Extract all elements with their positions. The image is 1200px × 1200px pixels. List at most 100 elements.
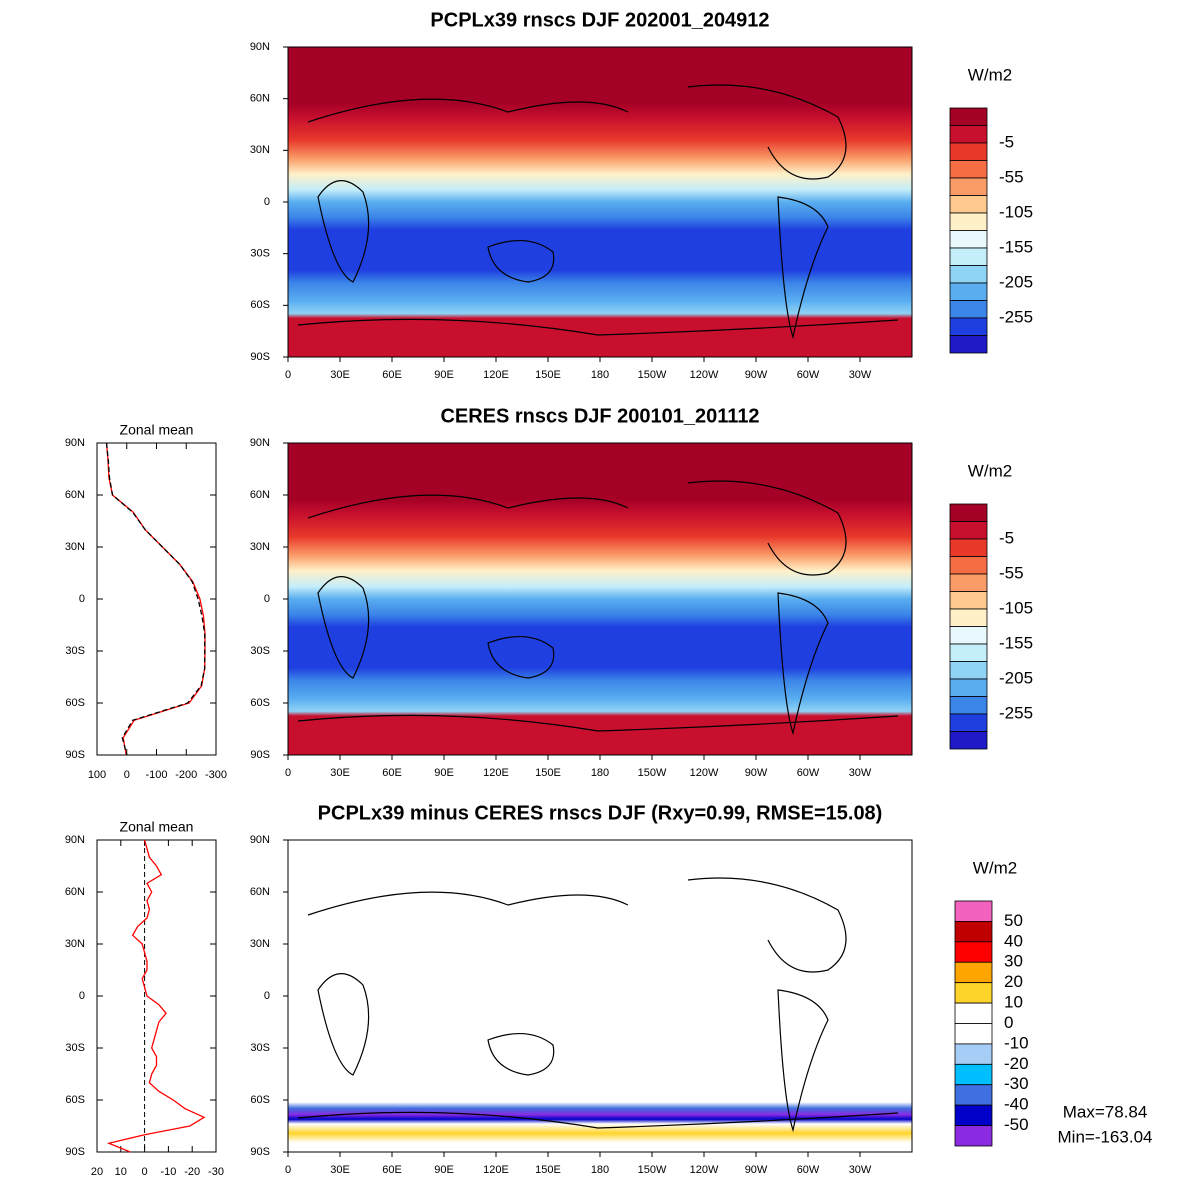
- y-tick-label: 90N: [250, 834, 270, 846]
- y-tick-label: 30N: [250, 541, 270, 553]
- y-tick-label: 60S: [250, 697, 270, 709]
- x-tick-label: -20: [184, 1166, 200, 1178]
- y-tick-label: 90S: [65, 749, 85, 761]
- y-tick-label: 60N: [65, 489, 85, 501]
- map-field: [288, 443, 912, 755]
- x-tick-label: 90E: [434, 1164, 454, 1176]
- colorbar-unit: W/m2: [968, 65, 1012, 84]
- colorbar-label: 50: [1004, 911, 1023, 930]
- colorbar-box: [949, 265, 988, 284]
- colorbar-box: [949, 247, 988, 266]
- x-tick-label: 20: [91, 1166, 103, 1178]
- colorbar-box: [954, 1063, 993, 1086]
- colorbar-box: [949, 608, 988, 627]
- colorbar-label: -255: [999, 703, 1033, 722]
- y-tick-label: 30S: [250, 645, 270, 657]
- y-tick-label: 60N: [250, 93, 270, 105]
- y-tick-label: 90N: [250, 437, 270, 449]
- y-tick-label: 30N: [65, 541, 85, 553]
- x-tick-label: 0: [285, 1164, 291, 1176]
- annotation: Max=78.84: [1063, 1102, 1148, 1121]
- coastline: [317, 973, 370, 1076]
- colorbar-box: [949, 713, 988, 732]
- colorbar-label: -155: [999, 633, 1033, 652]
- colorbar-box: [949, 573, 988, 592]
- colorbar-box: [954, 1104, 993, 1126]
- map-title: PCPLx39 rnscs DJF 202001_204912: [430, 9, 769, 31]
- y-tick-label: 30S: [250, 248, 270, 260]
- x-tick-label: 30E: [330, 767, 350, 779]
- x-tick-label: 150W: [638, 767, 667, 779]
- colorbar-box: [949, 626, 988, 645]
- coastline: [297, 714, 899, 732]
- colorbar-label: 20: [1004, 972, 1023, 991]
- map-title: CERES rnscs DJF 200101_201112: [440, 405, 759, 427]
- x-tick-label: 60W: [797, 767, 820, 779]
- colorbar-box: [954, 1043, 993, 1065]
- colorbar-box: [949, 160, 988, 179]
- x-tick-label: 0: [142, 1166, 148, 1178]
- colorbar-unit: W/m2: [968, 461, 1012, 480]
- zonal-line: [105, 442, 206, 756]
- colorbar-box: [954, 921, 993, 943]
- x-tick-label: -100: [145, 769, 167, 781]
- x-tick-label: 120W: [690, 369, 719, 381]
- x-tick-label: 10: [115, 1166, 127, 1178]
- x-tick-label: 60E: [382, 767, 402, 779]
- y-tick-label: 30N: [250, 938, 270, 950]
- colorbar-box: [954, 1002, 993, 1024]
- x-tick-label: 90W: [745, 369, 768, 381]
- coastline: [317, 576, 370, 679]
- y-tick-label: 0: [79, 990, 85, 1002]
- y-tick-label: 90S: [250, 749, 270, 761]
- colorbar-label: 40: [1004, 931, 1023, 950]
- colorbar-box: [954, 982, 993, 1004]
- y-tick-label: 90S: [250, 1146, 270, 1158]
- colorbar-box: [949, 538, 988, 557]
- colorbar-box: [949, 556, 988, 575]
- colorbar-label: -255: [999, 307, 1033, 326]
- coastline: [317, 180, 370, 283]
- coastline: [777, 196, 829, 340]
- colorbar-box: [954, 1023, 993, 1045]
- coastline: [777, 592, 829, 736]
- x-tick-label: 60E: [382, 369, 402, 381]
- zonal-line: [106, 839, 206, 1153]
- colorbar-label: -40: [1004, 1095, 1029, 1114]
- coastline: [307, 84, 847, 180]
- x-tick-label: 30W: [849, 369, 872, 381]
- coastlines: [297, 877, 899, 1133]
- x-tick-label: 60E: [382, 1164, 402, 1176]
- colorbar-box: [949, 696, 988, 715]
- colorbar-box: [949, 177, 988, 196]
- y-tick-label: 90N: [65, 437, 85, 449]
- y-tick-label: 0: [264, 593, 270, 605]
- coastlines: [297, 480, 899, 736]
- colorbar-label: -20: [1004, 1054, 1029, 1073]
- x-tick-label: 30E: [330, 369, 350, 381]
- y-tick-label: 90S: [250, 351, 270, 363]
- x-tick-label: 180: [591, 369, 609, 381]
- y-tick-label: 60N: [250, 489, 270, 501]
- colorbar-box: [949, 195, 988, 214]
- colorbar-label: -205: [999, 272, 1033, 291]
- colorbar-box: [954, 941, 993, 963]
- colorbar-label: 30: [1004, 952, 1023, 971]
- y-tick-label: 60S: [65, 697, 85, 709]
- colorbar-box: [949, 230, 988, 249]
- zonal-title: Zonal mean: [120, 422, 194, 438]
- colorbar-label: -155: [999, 237, 1033, 256]
- zonal-title: Zonal mean: [120, 819, 194, 835]
- y-tick-label: 60N: [250, 886, 270, 898]
- coastline: [307, 480, 847, 576]
- x-tick-label: 60W: [797, 1164, 820, 1176]
- coastline: [487, 1032, 555, 1076]
- map-field: [288, 47, 912, 357]
- colorbar-label: 0: [1004, 1013, 1013, 1032]
- x-tick-label: -200: [175, 769, 197, 781]
- y-tick-label: 0: [264, 196, 270, 208]
- y-tick-label: 60N: [65, 886, 85, 898]
- x-tick-label: 30W: [849, 1164, 872, 1176]
- y-tick-label: 30S: [65, 1042, 85, 1054]
- colorbar-box: [949, 521, 988, 540]
